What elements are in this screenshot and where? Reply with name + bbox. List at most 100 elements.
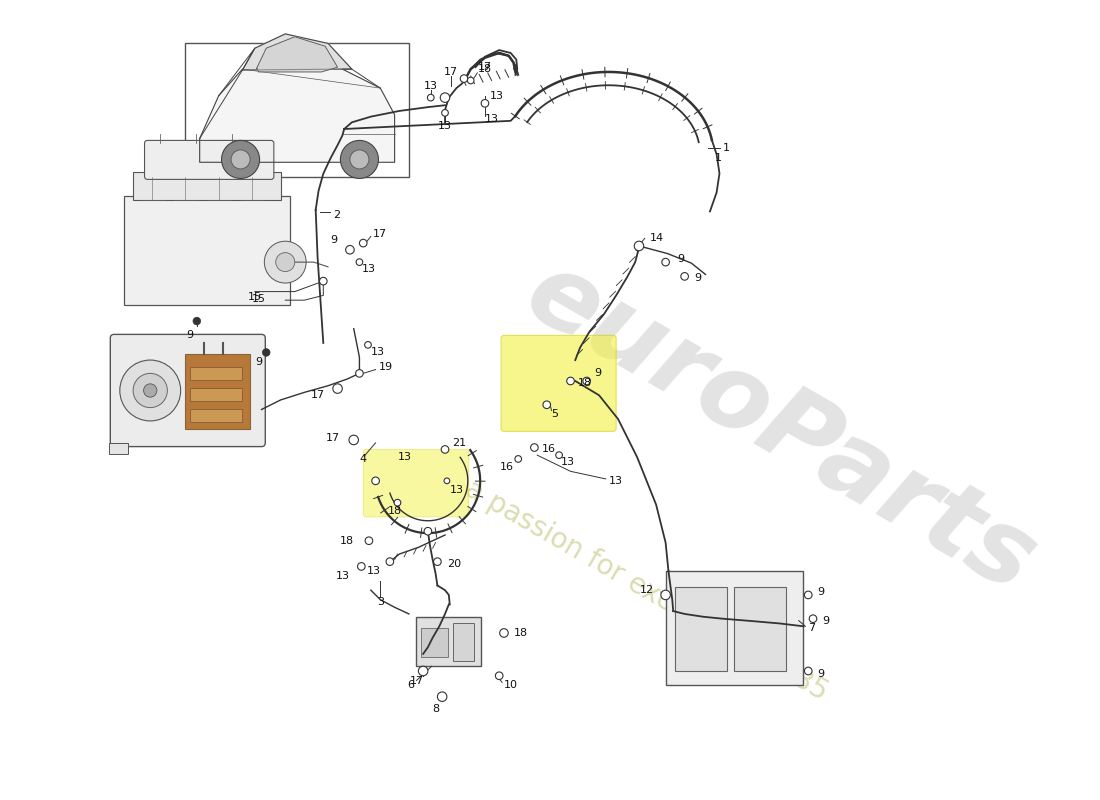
Text: 17: 17 [311, 390, 326, 400]
Bar [123, 195, 290, 305]
Text: 1: 1 [715, 153, 722, 162]
Bar [186, 354, 250, 429]
Circle shape [425, 527, 431, 535]
Text: 7: 7 [808, 623, 815, 634]
Circle shape [662, 258, 670, 266]
Circle shape [442, 110, 449, 116]
Bar [190, 366, 242, 380]
Circle shape [495, 672, 503, 679]
Text: 9: 9 [817, 669, 825, 679]
Circle shape [804, 667, 812, 675]
Text: 9: 9 [817, 587, 825, 597]
Text: 12: 12 [640, 585, 654, 595]
Circle shape [566, 377, 574, 385]
FancyBboxPatch shape [110, 334, 265, 446]
Circle shape [231, 150, 250, 169]
Circle shape [444, 478, 450, 484]
Circle shape [441, 446, 449, 454]
Circle shape [345, 246, 354, 254]
Text: 9: 9 [330, 235, 338, 246]
Text: a passion for excellence 1985: a passion for excellence 1985 [460, 474, 833, 706]
Text: 21: 21 [452, 438, 466, 448]
Text: 13: 13 [397, 452, 411, 462]
Circle shape [460, 75, 467, 82]
Text: 13: 13 [561, 457, 575, 467]
Bar [421, 628, 448, 657]
FancyBboxPatch shape [144, 141, 274, 179]
FancyBboxPatch shape [502, 335, 616, 431]
Circle shape [635, 242, 643, 250]
Polygon shape [242, 34, 352, 70]
Circle shape [120, 360, 180, 421]
Circle shape [543, 401, 551, 409]
Circle shape [372, 477, 379, 485]
Circle shape [499, 629, 508, 638]
Text: 20: 20 [447, 558, 461, 569]
Bar [133, 172, 280, 200]
Text: 9: 9 [676, 254, 684, 264]
Text: 18: 18 [388, 506, 403, 516]
Text: 13: 13 [366, 566, 381, 576]
Text: 17: 17 [373, 229, 387, 238]
Text: 17: 17 [477, 62, 492, 72]
Text: euroParts: euroParts [507, 242, 1052, 615]
Bar [452, 623, 473, 662]
Circle shape [418, 666, 428, 676]
Circle shape [394, 499, 400, 506]
Circle shape [355, 370, 363, 377]
Circle shape [358, 562, 365, 570]
Text: 13: 13 [608, 476, 623, 486]
Circle shape [428, 94, 435, 101]
Circle shape [340, 141, 378, 178]
Circle shape [365, 342, 372, 348]
Text: 17: 17 [327, 433, 340, 443]
Text: 17: 17 [443, 67, 458, 77]
Circle shape [276, 253, 295, 272]
Text: 2: 2 [333, 210, 340, 219]
Circle shape [481, 99, 488, 107]
Text: 13: 13 [438, 121, 452, 131]
FancyBboxPatch shape [363, 450, 469, 517]
Text: 9: 9 [823, 616, 829, 626]
Circle shape [365, 537, 373, 545]
Text: 13: 13 [371, 347, 385, 358]
Bar [190, 409, 242, 422]
Text: 15: 15 [252, 294, 266, 304]
Bar [417, 617, 481, 666]
Bar [109, 442, 129, 454]
Circle shape [192, 318, 200, 325]
Text: 13: 13 [361, 264, 375, 274]
Circle shape [349, 435, 359, 445]
Circle shape [468, 77, 474, 84]
Text: 16: 16 [499, 462, 514, 471]
Text: 18: 18 [514, 628, 528, 638]
Text: 3: 3 [377, 597, 384, 606]
Circle shape [438, 692, 447, 702]
Text: 13: 13 [450, 486, 464, 495]
Text: 13: 13 [336, 571, 350, 581]
Text: 18: 18 [477, 64, 492, 74]
Circle shape [133, 374, 167, 408]
Circle shape [530, 444, 538, 451]
Circle shape [333, 384, 342, 394]
Text: 17: 17 [409, 675, 424, 686]
Circle shape [144, 384, 157, 397]
Polygon shape [256, 37, 338, 72]
Text: 9: 9 [187, 330, 194, 340]
Text: 1: 1 [723, 143, 729, 153]
Circle shape [661, 590, 670, 600]
Text: 13: 13 [490, 90, 504, 101]
Text: 9: 9 [694, 274, 702, 283]
Text: 10: 10 [504, 680, 518, 690]
Text: 6: 6 [407, 680, 415, 690]
Circle shape [264, 242, 306, 283]
Circle shape [221, 141, 260, 178]
Text: 19: 19 [378, 362, 393, 372]
Circle shape [515, 456, 521, 462]
Text: 18: 18 [579, 378, 592, 388]
Bar [666, 571, 803, 686]
Text: 9: 9 [594, 368, 602, 378]
Circle shape [433, 558, 441, 566]
Text: 13: 13 [485, 114, 499, 125]
Text: 8: 8 [432, 704, 439, 714]
